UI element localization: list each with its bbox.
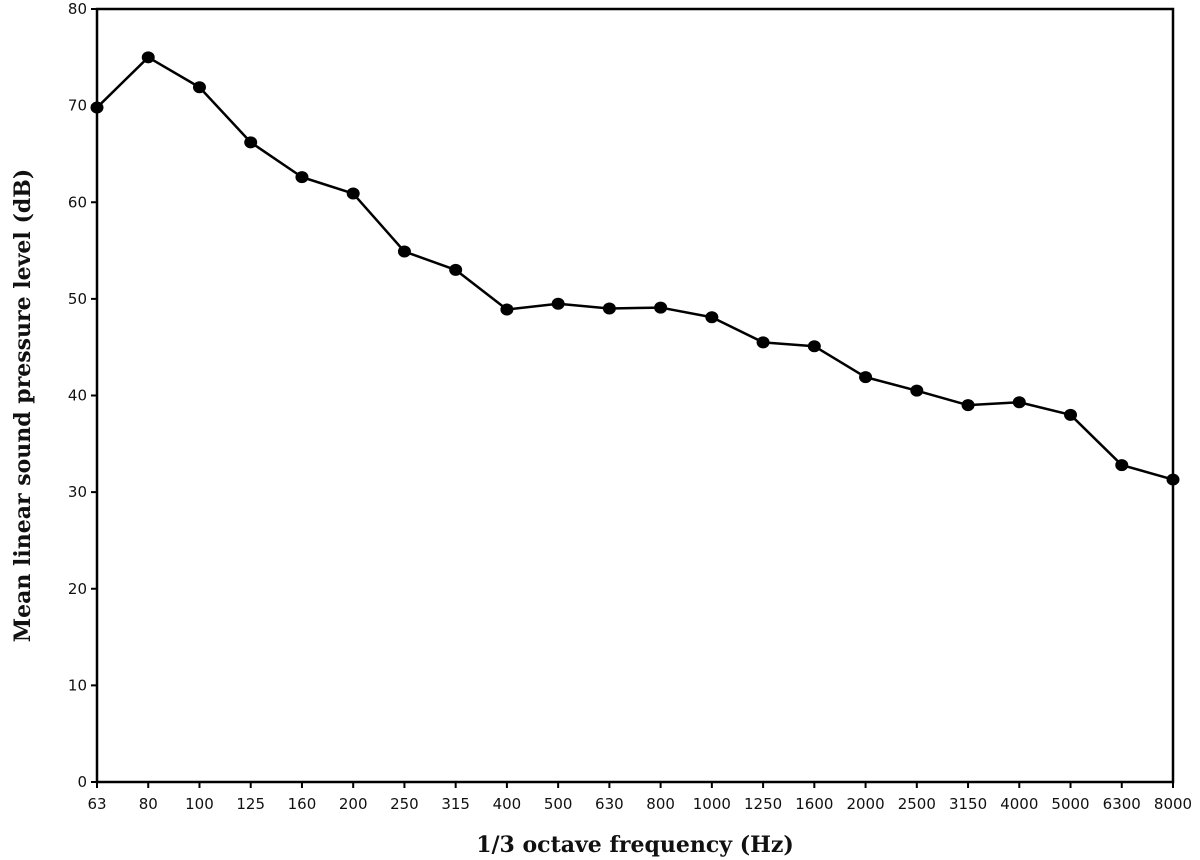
data-point — [1064, 408, 1078, 421]
y-tick-label: 50 — [68, 290, 87, 308]
series-layer — [90, 51, 1180, 486]
x-axis-title: 1/3 octave frequency (Hz) — [476, 832, 794, 858]
y-tick-label: 70 — [68, 97, 87, 115]
x-tick-label: 630 — [595, 795, 624, 813]
data-point — [90, 101, 104, 114]
y-tick-label: 20 — [68, 580, 87, 598]
x-tick-label: 80 — [139, 795, 158, 813]
x-tick-label: 1250 — [744, 795, 782, 813]
data-point — [192, 81, 206, 94]
data-point — [910, 384, 924, 397]
x-tick-label: 1600 — [795, 795, 833, 813]
data-point — [346, 187, 360, 200]
x-tick-label: 2000 — [846, 795, 884, 813]
x-tick-label: 315 — [441, 795, 470, 813]
data-point — [295, 171, 309, 184]
y-tick-label: 80 — [68, 0, 87, 18]
x-tick-label: 125 — [236, 795, 265, 813]
data-point — [244, 136, 258, 149]
plot-border — [95, 7, 1175, 784]
data-point — [141, 51, 155, 64]
x-tick-label: 6300 — [1103, 795, 1141, 813]
series-line — [96, 56, 1174, 481]
data-point — [654, 301, 668, 314]
x-axis-ticks: 63 80 100 125 160 200 250 315 400 500 630 800 1000 12… — [87, 782, 1192, 813]
y-tick-label: 30 — [68, 483, 87, 501]
data-point — [1012, 396, 1026, 409]
x-tick-label: 400 — [493, 795, 522, 813]
data-point — [551, 297, 565, 310]
y-tick-label: 10 — [68, 676, 87, 694]
x-tick-label: 1000 — [693, 795, 731, 813]
data-point — [449, 263, 463, 276]
x-tick-label: 4000 — [1000, 795, 1038, 813]
x-tick-label: 63 — [87, 795, 106, 813]
x-tick-label: 160 — [288, 795, 317, 813]
data-point — [705, 311, 719, 324]
plot-frame — [95, 7, 1175, 784]
y-axis-ticks: 0 10 20 30 40 50 60 70 80 — [68, 0, 97, 791]
data-point — [397, 245, 411, 258]
data-point — [1166, 473, 1180, 486]
x-tick-label: 800 — [646, 795, 675, 813]
x-tick-label: 100 — [185, 795, 214, 813]
data-point — [807, 340, 821, 353]
x-tick-label: 3150 — [949, 795, 987, 813]
x-tick-label: 250 — [390, 795, 419, 813]
y-tick-label: 40 — [68, 387, 87, 405]
y-axis-title: Mean linear sound pressure level (dB) — [10, 169, 36, 643]
x-tick-label: 200 — [339, 795, 368, 813]
data-point — [602, 302, 616, 315]
data-point — [961, 399, 975, 412]
data-point — [756, 336, 770, 349]
x-tick-label: 2500 — [898, 795, 936, 813]
data-point — [500, 303, 514, 316]
x-tick-label: 500 — [544, 795, 573, 813]
data-point — [859, 371, 873, 384]
data-point — [1115, 459, 1129, 472]
x-tick-label: 8000 — [1154, 795, 1192, 813]
y-tick-label: 60 — [68, 193, 87, 211]
y-tick-label: 0 — [77, 773, 87, 791]
x-tick-label: 5000 — [1051, 795, 1089, 813]
